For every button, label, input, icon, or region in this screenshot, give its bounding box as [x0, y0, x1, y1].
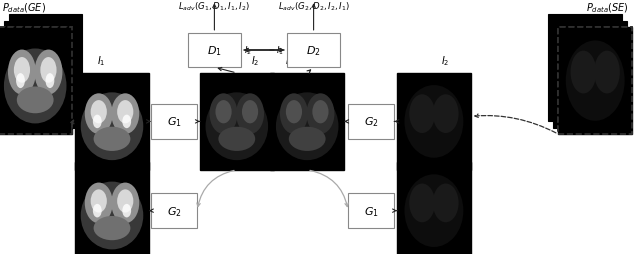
Bar	[397, 74, 471, 170]
Ellipse shape	[81, 93, 143, 161]
Ellipse shape	[35, 50, 63, 95]
Ellipse shape	[122, 115, 131, 129]
Ellipse shape	[566, 41, 625, 121]
Ellipse shape	[91, 189, 107, 213]
Ellipse shape	[216, 101, 232, 124]
Ellipse shape	[45, 74, 54, 89]
Text: $I_2$: $I_2$	[244, 44, 252, 57]
FancyBboxPatch shape	[287, 34, 340, 68]
Ellipse shape	[307, 94, 335, 134]
Ellipse shape	[404, 86, 463, 158]
FancyBboxPatch shape	[151, 105, 197, 139]
Bar	[559, 28, 632, 135]
Text: $L_{adv}(G_1,D_1,I_1,I_2)$: $L_{adv}(G_1,D_1,I_1,I_2)$	[179, 1, 250, 13]
Ellipse shape	[8, 50, 36, 95]
Text: $L_{cyc}(G_2,G_1)$: $L_{cyc}(G_2,G_1)$	[422, 143, 471, 156]
Text: $L_{adv}(G_2,D_2,I_2,I_1)$: $L_{adv}(G_2,D_2,I_2,I_1)$	[278, 1, 349, 13]
Ellipse shape	[404, 175, 463, 247]
Text: $L_{cyc}(G_1,G_2)$: $L_{cyc}(G_1,G_2)$	[76, 143, 124, 156]
Ellipse shape	[209, 94, 237, 134]
Ellipse shape	[286, 101, 302, 124]
Text: $P_{data}(SE)$: $P_{data}(SE)$	[586, 1, 629, 15]
Bar	[397, 163, 471, 254]
FancyBboxPatch shape	[348, 105, 394, 139]
Ellipse shape	[16, 74, 25, 89]
Ellipse shape	[280, 94, 308, 134]
Ellipse shape	[205, 93, 268, 161]
Bar	[0, 28, 72, 135]
Bar	[3, 22, 77, 128]
Ellipse shape	[14, 58, 30, 83]
Ellipse shape	[289, 127, 326, 151]
Ellipse shape	[17, 87, 54, 114]
Text: $I_2$: $I_2$	[441, 54, 449, 67]
Text: $G_1$: $G_1$	[166, 115, 182, 129]
Ellipse shape	[236, 94, 264, 134]
Ellipse shape	[40, 58, 56, 83]
Bar	[8, 15, 83, 122]
Bar	[270, 74, 344, 170]
Ellipse shape	[433, 95, 459, 134]
Bar	[559, 28, 632, 135]
Ellipse shape	[84, 183, 113, 223]
Text: $G_1$: $G_1$	[364, 204, 379, 218]
FancyBboxPatch shape	[151, 194, 197, 228]
FancyBboxPatch shape	[188, 34, 241, 68]
Ellipse shape	[91, 101, 107, 124]
Bar	[548, 15, 622, 122]
Bar	[76, 74, 148, 170]
FancyBboxPatch shape	[348, 194, 394, 228]
Ellipse shape	[218, 127, 255, 151]
Ellipse shape	[84, 94, 113, 134]
Text: $D_2$: $D_2$	[307, 44, 321, 58]
Ellipse shape	[409, 184, 435, 223]
Ellipse shape	[111, 94, 140, 134]
Bar	[200, 74, 274, 170]
Bar	[553, 22, 627, 128]
Ellipse shape	[122, 204, 131, 218]
Text: $G_2$: $G_2$	[364, 115, 379, 129]
Text: $G_2$: $G_2$	[166, 204, 182, 218]
Text: $I_2$: $I_2$	[251, 54, 259, 67]
Ellipse shape	[570, 51, 596, 94]
Bar	[0, 28, 72, 135]
Text: $I_1$: $I_1$	[97, 54, 105, 67]
Text: $D_1$: $D_1$	[207, 44, 222, 58]
Bar	[0, 28, 72, 135]
Bar	[76, 163, 148, 254]
Text: $I_1$: $I_1$	[276, 44, 284, 57]
Ellipse shape	[594, 51, 620, 94]
Ellipse shape	[81, 182, 143, 249]
Ellipse shape	[93, 216, 131, 240]
Ellipse shape	[93, 127, 131, 151]
Ellipse shape	[312, 101, 328, 124]
Ellipse shape	[111, 183, 140, 223]
Ellipse shape	[276, 93, 339, 161]
Ellipse shape	[433, 184, 459, 223]
Ellipse shape	[409, 95, 435, 134]
Bar	[559, 28, 632, 135]
Text: $I_1$: $I_1$	[285, 54, 293, 67]
Ellipse shape	[4, 49, 67, 124]
Ellipse shape	[117, 189, 133, 213]
Ellipse shape	[117, 101, 133, 124]
Ellipse shape	[93, 204, 102, 218]
Ellipse shape	[93, 115, 102, 129]
Ellipse shape	[242, 101, 258, 124]
Text: $P_{data}(GE)$: $P_{data}(GE)$	[1, 1, 45, 15]
